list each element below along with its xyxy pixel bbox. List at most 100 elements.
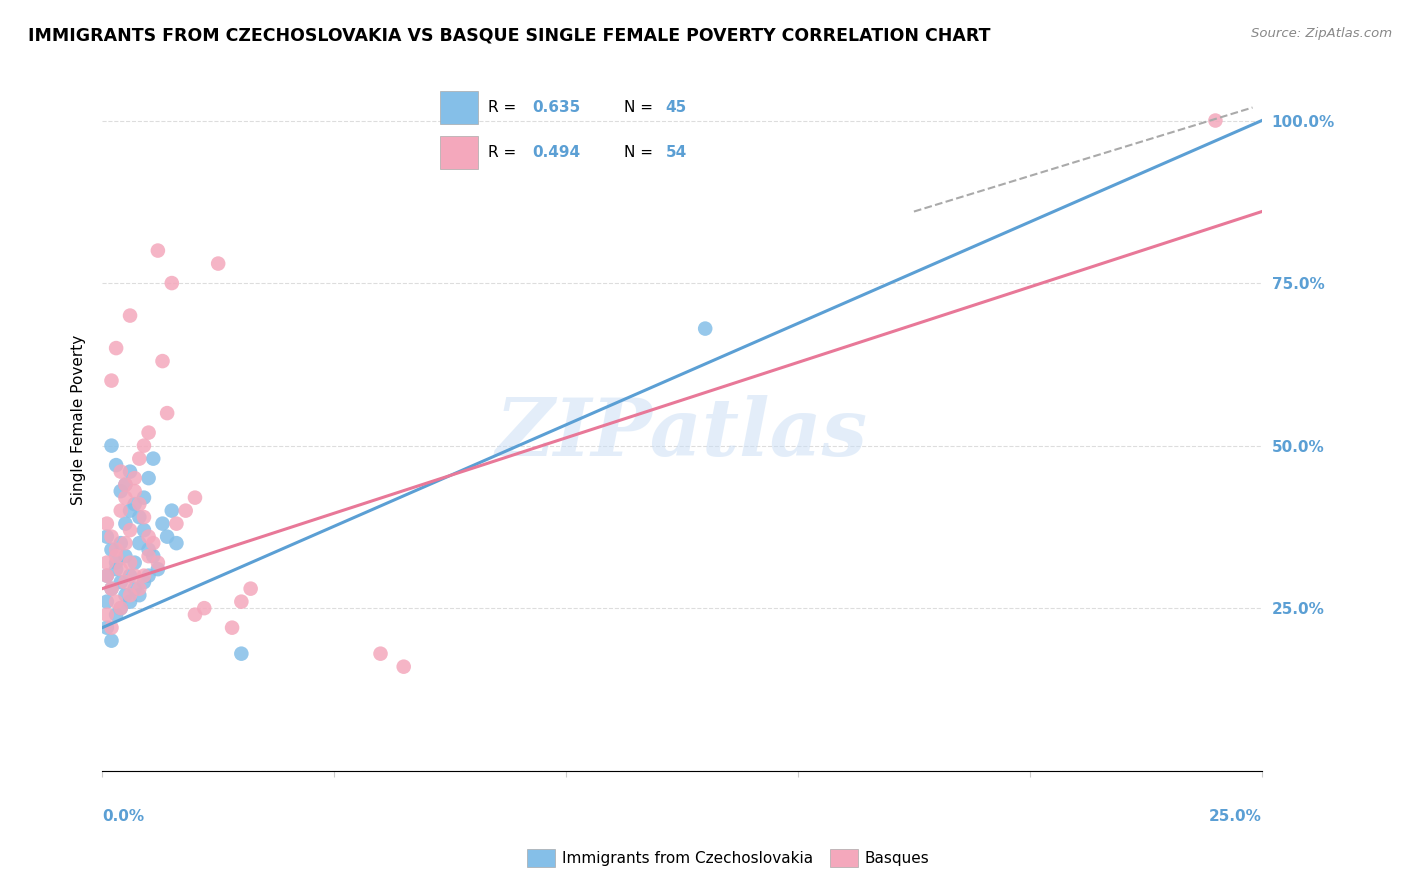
Point [142,549,165,563]
Text: IMMIGRANTS FROM CZECHOSLOVAKIA VS BASQUE SINGLE FEMALE POVERTY CORRELATION CHART: IMMIGRANTS FROM CZECHOSLOVAKIA VS BASQUE… [28,27,991,45]
Text: Basques: Basques [865,851,929,865]
Point [132,439,155,453]
Point [207,256,229,270]
Point [110,465,132,479]
Point [132,568,155,582]
Point [105,458,128,472]
Point [124,484,146,499]
Point [128,497,150,511]
Point [231,595,253,609]
Point [118,309,141,323]
Point [96,556,118,570]
Point [100,374,122,388]
Point [184,491,207,505]
Point [114,575,136,590]
Point [100,582,122,596]
Text: Immigrants from Czechoslovakia: Immigrants from Czechoslovakia [562,851,814,865]
Point [118,465,141,479]
Point [695,321,717,335]
Point [110,536,132,550]
Point [221,621,243,635]
Point [132,510,155,524]
Point [392,659,415,673]
Point [128,451,150,466]
Point [184,607,207,622]
Point [100,621,122,635]
Point [118,556,141,570]
Point [96,568,118,582]
Point [370,647,392,661]
Point [165,516,187,531]
Point [96,516,118,531]
Point [114,477,136,491]
Point [100,633,122,648]
Point [138,471,160,485]
Point [96,621,118,635]
Point [96,595,118,609]
Point [118,503,141,517]
Point [110,562,132,576]
Point [138,568,160,582]
Point [96,607,118,622]
Point [105,549,128,563]
Point [105,607,128,622]
Point [124,556,146,570]
Point [124,582,146,596]
Text: Source: ZipAtlas.com: Source: ZipAtlas.com [1251,27,1392,40]
Point [142,536,165,550]
Point [114,536,136,550]
Point [132,575,155,590]
Point [160,276,183,290]
Point [118,523,141,537]
Point [128,588,150,602]
Point [124,568,146,582]
Point [105,595,128,609]
Point [138,549,160,563]
Point [100,542,122,557]
Point [193,601,215,615]
Point [128,582,150,596]
Point [128,510,150,524]
Point [110,575,132,590]
Point [110,503,132,517]
Y-axis label: Single Female Poverty: Single Female Poverty [72,334,86,505]
Point [156,530,179,544]
Point [231,647,253,661]
Point [100,582,122,596]
Point [105,341,128,355]
Point [96,530,118,544]
Text: 0.0%: 0.0% [103,809,145,824]
Point [160,503,183,517]
Point [132,523,155,537]
Point [128,536,150,550]
Point [114,491,136,505]
Point [156,406,179,420]
Point [146,556,169,570]
Point [1204,113,1226,128]
Point [152,354,174,368]
Point [100,439,122,453]
Point [110,601,132,615]
Point [124,497,146,511]
Point [105,556,128,570]
Point [105,562,128,576]
Point [146,562,169,576]
Point [239,582,262,596]
Point [96,568,118,582]
Point [138,425,160,440]
Point [114,549,136,563]
Point [142,451,165,466]
Point [132,491,155,505]
Point [118,568,141,582]
Text: 25.0%: 25.0% [1209,809,1261,824]
Point [165,536,187,550]
Point [110,484,132,499]
Point [118,595,141,609]
Point [114,477,136,491]
Point [100,530,122,544]
Point [152,516,174,531]
Point [138,530,160,544]
Point [105,542,128,557]
Point [174,503,197,517]
Point [114,588,136,602]
